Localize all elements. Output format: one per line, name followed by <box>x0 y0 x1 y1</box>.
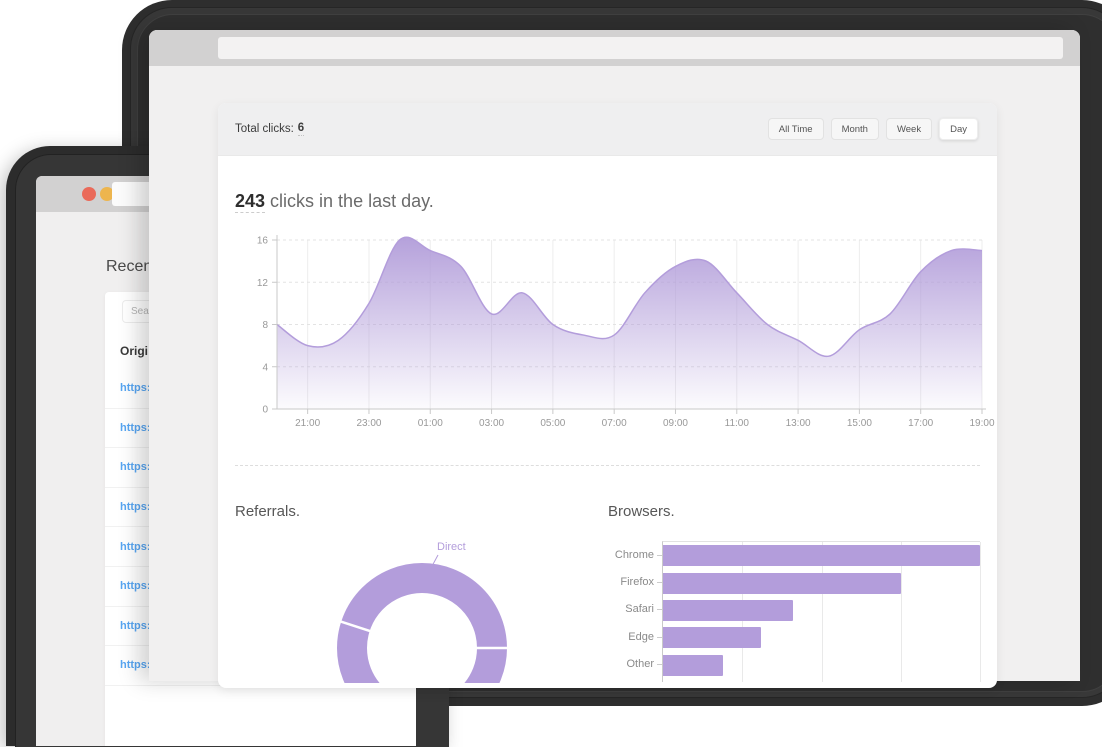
x-axis-label: 19:00 <box>969 418 994 429</box>
bar-other <box>663 654 724 676</box>
x-axis-label: 15:00 <box>847 418 872 429</box>
x-axis-label: 11:00 <box>725 418 750 429</box>
bar-category-label: Chrome <box>458 541 662 568</box>
bar-tick-mark <box>657 636 662 638</box>
browsers-section-title: Browsers. <box>608 503 675 520</box>
x-axis-label: 07:00 <box>602 418 627 429</box>
bar-safari <box>663 599 793 621</box>
table-column-header-original-url: Origi <box>120 344 149 358</box>
original-url-link[interactable]: https: <box>120 540 151 553</box>
front-window-toolbar <box>149 30 1080 66</box>
bar-row <box>663 569 980 596</box>
original-url-link[interactable]: https: <box>120 501 151 514</box>
bar-row <box>663 542 980 569</box>
bar-chrome <box>663 545 980 567</box>
time-filter-button[interactable]: Day <box>939 118 978 140</box>
bar-gridline <box>900 542 902 682</box>
original-url-link[interactable]: https: <box>120 619 151 632</box>
y-axis-label: 12 <box>257 278 269 289</box>
original-url-link[interactable]: https: <box>120 421 151 434</box>
x-axis-label: 21:00 <box>295 418 320 429</box>
bar-category-label: Safari <box>458 596 662 623</box>
recent-links-heading: Recen <box>106 258 153 275</box>
total-clicks-value: 6 <box>297 122 305 136</box>
browsers-bar-chart: Chrome Firefox Safari Edge Other <box>458 535 981 682</box>
x-axis-label: 01:00 <box>418 418 443 429</box>
total-clicks: Total clicks: 6 <box>235 103 305 155</box>
referrals-section-title: Referrals. <box>235 503 301 520</box>
area-line <box>276 236 983 357</box>
x-axis-label: 03:00 <box>479 418 504 429</box>
clicks-area-chart: 21:00 23:00 01:00 03:00 05:00 07:00 09:00 11:00… <box>257 235 995 429</box>
address-bar[interactable] <box>218 37 1063 59</box>
donut-segment-divider <box>338 619 372 633</box>
x-axis-label: 23:00 <box>356 418 381 429</box>
bar-row <box>663 597 980 624</box>
donut-segment-label: Direct <box>437 541 466 553</box>
original-url-link[interactable]: https: <box>120 382 151 395</box>
bar-row <box>663 624 980 651</box>
original-url-link[interactable]: https: <box>120 659 151 672</box>
bar-chart-category-labels: Chrome Firefox Safari Edge Other <box>458 541 662 678</box>
area-fill <box>277 237 982 409</box>
bar-gridline <box>980 542 981 682</box>
bar-gridline <box>821 542 823 682</box>
time-range-filters: All Time Month Week Day <box>767 103 978 155</box>
bar-row <box>663 652 980 679</box>
time-filter-button[interactable]: All Time <box>767 118 824 140</box>
time-filter-button[interactable]: Week <box>885 118 933 140</box>
bar-tick-mark <box>657 582 662 584</box>
analytics-card: Total clicks: 6 All Time Month Week Day 243… <box>218 103 997 688</box>
front-browser-window: Total clicks: 6 All Time Month Week Day 243… <box>149 30 1080 688</box>
minimize-window-button[interactable] <box>100 187 114 201</box>
y-axis-label: 16 <box>257 236 269 247</box>
bar-category-label: Edge <box>458 623 662 650</box>
bar-category-label: Firefox <box>458 568 662 595</box>
bar-tick-mark <box>657 664 662 666</box>
y-axis-label: 4 <box>262 362 268 373</box>
x-axis-label: 17:00 <box>908 418 933 429</box>
bar-firefox <box>663 572 901 594</box>
section-divider <box>235 465 980 466</box>
referrals-donut-chart: Direct <box>337 541 509 683</box>
bar-chart-plot <box>662 541 981 682</box>
time-filter-button[interactable]: Month <box>830 118 879 140</box>
x-axis-label: 05:00 <box>540 418 565 429</box>
clicks-summary-text: clicks in the last day. <box>265 191 434 211</box>
bar-edge <box>663 627 762 649</box>
bar-tick-mark <box>657 554 662 556</box>
original-url-link[interactable]: https: <box>120 461 151 474</box>
clicks-summary: 243 clicks in the last day. <box>235 191 434 213</box>
y-axis-label: 8 <box>262 320 268 331</box>
total-clicks-label: Total clicks: <box>235 123 294 135</box>
bar-tick-mark <box>657 609 662 611</box>
x-axis-label: 13:00 <box>786 418 811 429</box>
clicks-count: 243 <box>235 191 266 213</box>
bar-category-label: Other <box>458 651 662 678</box>
donut-label-leader-line <box>430 554 439 569</box>
x-axis-label: 09:00 <box>663 418 688 429</box>
card-header: Total clicks: 6 All Time Month Week Day <box>218 103 997 156</box>
close-window-button[interactable] <box>82 187 96 201</box>
original-url-link[interactable]: https: <box>120 580 151 593</box>
y-axis-label: 0 <box>262 405 268 416</box>
